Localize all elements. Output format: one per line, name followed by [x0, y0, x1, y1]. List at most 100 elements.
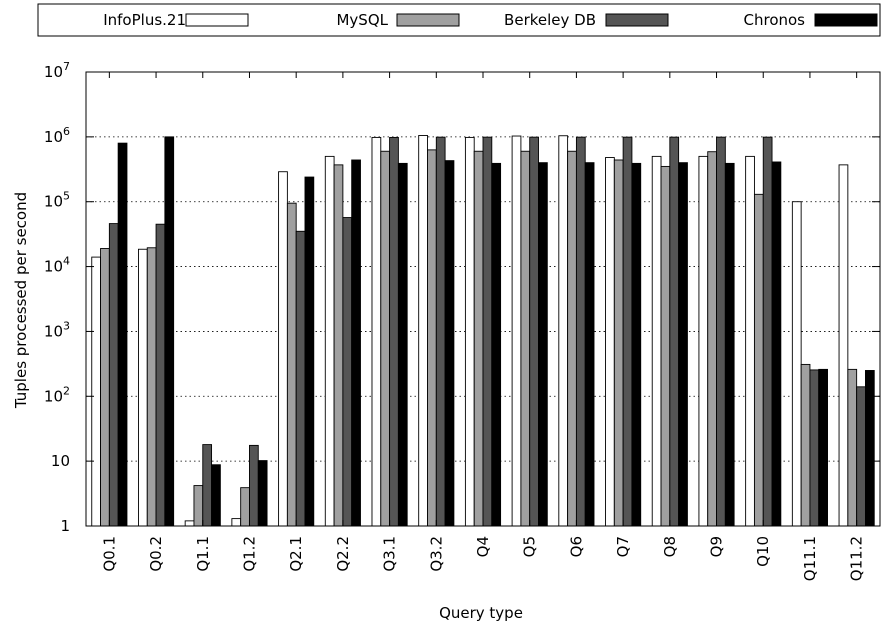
x-tick-label: Q6 — [567, 536, 585, 557]
legend-swatch-berkeley — [605, 13, 669, 27]
bar-mysql-q1-1 — [193, 485, 204, 527]
y-tick-label: 103 — [44, 319, 70, 340]
bar-berkeley-db-q3-2 — [435, 136, 446, 527]
bar-infoplus-21-q0-2 — [138, 248, 148, 527]
bar-berkeley-db-q2-1 — [295, 230, 306, 527]
tick-labels: 1 10 102 103 104 105 106 107 Q0.1 Q0.2 Q1.1 Q1.2 Q2.… — [44, 60, 866, 581]
plot-border — [85, 71, 881, 527]
bar-berkeley-db-q9 — [716, 136, 726, 527]
x-tick-label: Q0.2 — [147, 536, 165, 572]
bar-infoplus-21-q4 — [464, 136, 475, 527]
legend: InfoPlus.21 MySQL Berkeley DB Chronos — [37, 3, 881, 37]
x-tick-label: Q1.2 — [240, 536, 258, 572]
bar-berkeley-db-q0-2 — [155, 223, 166, 527]
x-tick-label: Q5 — [521, 536, 539, 557]
bar-berkeley-db-q2-2 — [342, 217, 353, 527]
bar-infoplus-21-q0-1 — [91, 256, 102, 527]
bar-infoplus-21-q3-2 — [418, 135, 428, 527]
bar-berkeley-db-q7 — [622, 136, 633, 527]
bar-chronos-q1-1 — [211, 464, 221, 527]
x-tick-label: Q2.2 — [334, 536, 352, 572]
x-tick-label: Q4 — [474, 536, 492, 557]
bar-chronos-q11-2 — [864, 370, 875, 527]
bar-mysql-q4 — [473, 150, 484, 527]
bar-chronos-q1-2 — [257, 460, 268, 527]
bar-berkeley-db-q0-1 — [108, 223, 119, 527]
bar-infoplus-21-q2-1 — [278, 171, 288, 527]
y-tick-label: 105 — [44, 190, 70, 211]
bar-infoplus-21-q11-1 — [791, 201, 802, 527]
x-tick-label: Q11.1 — [801, 536, 819, 581]
bar-chronos-q2-2 — [351, 159, 361, 527]
legend-swatch-infoplus — [185, 13, 249, 27]
bar-chronos-q8 — [678, 162, 688, 527]
legend-label-chronos: Chronos — [744, 11, 806, 29]
x-tick-label: Q3.2 — [427, 536, 445, 572]
bar-infoplus-21-q11-2 — [838, 164, 849, 527]
bar-chronos-q10 — [771, 161, 782, 527]
bar-berkeley-db-q11-1 — [809, 369, 820, 527]
bar-infoplus-21-q10 — [745, 155, 755, 527]
bar-chronos-q3-2 — [444, 160, 455, 527]
bar-infoplus-21-q9 — [698, 155, 709, 527]
bar-mysql-q1-2 — [240, 487, 250, 527]
bar-infoplus-21-q6 — [558, 135, 569, 527]
x-tick-label: Q2.1 — [287, 536, 305, 572]
legend-label-berkeley: Berkeley DB — [504, 11, 596, 29]
x-tick-label: Q8 — [661, 536, 679, 557]
bar-mysql-q9 — [707, 151, 717, 527]
legend-swatch-chronos — [814, 13, 878, 27]
bar-chronos-q7 — [631, 162, 642, 527]
bar-mysql-q5 — [520, 150, 531, 527]
x-tick-label: Q11.2 — [848, 536, 866, 581]
bar-berkeley-db-q8 — [669, 136, 680, 527]
y-tick-label: 107 — [44, 60, 70, 81]
bar-mysql-q11-2 — [847, 368, 858, 527]
legend-label-infoplus: InfoPlus.21 — [103, 11, 186, 29]
x-tick-label: Q1.1 — [194, 536, 212, 572]
x-tick-label: Q3.1 — [381, 536, 399, 572]
bar-mysql-q8 — [660, 165, 671, 527]
y-tick-label: 106 — [44, 125, 70, 146]
bar-mysql-q11-1 — [800, 363, 811, 527]
bar-berkeley-db-q1-1 — [202, 444, 213, 527]
bar-chronos-q0-1 — [117, 142, 128, 527]
legend-label-mysql: MySQL — [336, 11, 388, 29]
bar-chronos-q3-1 — [397, 162, 408, 527]
bar-infoplus-21-q3-1 — [371, 136, 382, 527]
y-tick-label: 102 — [44, 384, 70, 405]
bar-berkeley-db-q10 — [762, 136, 773, 527]
bar-mysql-q3-1 — [380, 150, 391, 527]
y-tick-label: 104 — [44, 255, 70, 276]
bar-berkeley-db-q6 — [575, 136, 586, 527]
bar-chronos-q11-1 — [818, 368, 828, 527]
bar-infoplus-21-q7 — [605, 157, 615, 527]
y-axis-title: Tuples processed per second — [12, 192, 30, 409]
bar-infoplus-21-q5 — [511, 135, 522, 527]
bar-mysql-q3-2 — [427, 149, 437, 527]
bar-infoplus-21-q1-1 — [184, 520, 195, 527]
bar-berkeley-db-q5 — [529, 136, 539, 527]
x-tick-label: Q9 — [708, 536, 726, 557]
bar-infoplus-21-q1-2 — [231, 518, 242, 527]
legend-swatch-mysql — [396, 13, 460, 27]
bar-berkeley-db-q3-1 — [389, 136, 399, 527]
x-axis-title: Query type — [439, 604, 523, 622]
bar-berkeley-db-q4 — [482, 136, 493, 527]
bar-infoplus-21-q8 — [651, 155, 662, 527]
bar-mysql-q0-1 — [100, 248, 110, 527]
x-tick-label: Q7 — [614, 536, 632, 557]
y-tick-label: 10 — [51, 452, 70, 470]
bar-chronos-q9 — [724, 162, 735, 527]
x-tick-label: Q0.1 — [100, 536, 118, 572]
bar-mysql-q7 — [613, 159, 624, 527]
bar-mysql-q6 — [567, 150, 577, 527]
axes — [85, 71, 881, 527]
y-tick-label: 1 — [60, 517, 70, 535]
bar-infoplus-21-q2-2 — [324, 155, 335, 527]
bar-mysql-q2-1 — [286, 202, 297, 527]
bars — [91, 135, 875, 527]
bar-berkeley-db-q11-2 — [856, 386, 866, 527]
bar-chronos-q0-2 — [164, 136, 175, 527]
